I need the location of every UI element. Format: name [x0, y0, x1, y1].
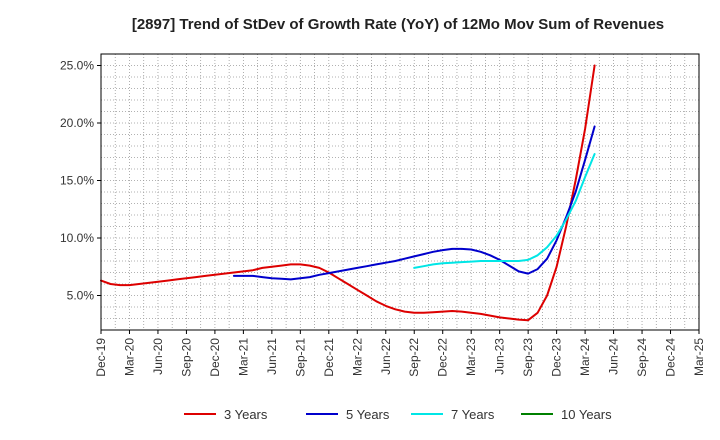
y-tick-label: 15.0%: [60, 174, 94, 188]
x-tick-label: Mar-23: [464, 338, 478, 376]
x-tick-label: Mar-20: [122, 338, 136, 376]
grid-layer: [100, 54, 700, 330]
series-line-5-years: [232, 125, 596, 281]
x-tick-label: Jun-20: [151, 338, 165, 375]
legend-label-10-years: 10 Years: [561, 407, 612, 422]
plot-frame: [100, 53, 700, 331]
chart-title: [2897] Trend of StDev of Growth Rate (Yo…: [132, 16, 664, 33]
x-tick-label: Sep-24: [635, 338, 649, 377]
legend-label-5-years: 5 Years: [346, 407, 390, 422]
series-layer: [100, 64, 596, 322]
x-tick-label: Dec-23: [550, 338, 564, 377]
x-tick-label: Dec-19: [94, 338, 108, 377]
x-tick-label: Mar-25: [692, 338, 706, 376]
x-tick-label: Dec-24: [664, 338, 678, 377]
y-tick-label: 20.0%: [60, 116, 94, 130]
legend-label-7-years: 7 Years: [451, 407, 495, 422]
x-tick-label: Jun-21: [265, 338, 279, 375]
x-tick-label: Sep-22: [407, 338, 421, 377]
y-tick-label: 10.0%: [60, 231, 94, 245]
x-tick-label: Jun-24: [607, 338, 621, 375]
x-tick-label: Mar-22: [350, 338, 364, 376]
x-tick-label: Jun-23: [493, 338, 507, 375]
x-axis-ticks: Dec-19 Mar-20 Jun-20 Sep-20 Dec-20 Mar-21 Jun-…: [94, 330, 706, 377]
legend-label-3-years: 3 Years: [224, 407, 268, 422]
x-tick-label: Mar-24: [578, 338, 592, 376]
series-line-7-years: [413, 153, 596, 269]
x-tick-label: Dec-21: [322, 338, 336, 377]
legend: 3 Years 5 Years 7 Years 10 Years: [184, 407, 612, 422]
x-tick-label: Sep-20: [179, 338, 193, 377]
x-tick-label: Sep-23: [521, 338, 535, 377]
x-tick-label: Mar-21: [236, 338, 250, 376]
y-tick-label: 25.0%: [60, 59, 94, 73]
x-tick-label: Sep-21: [293, 338, 307, 377]
y-axis-ticks: 5.0% 10.0% 15.0% 20.0% 25.0%: [60, 59, 101, 303]
series-line-3-years: [100, 64, 596, 322]
x-tick-label: Dec-20: [208, 338, 222, 377]
y-tick-label: 5.0%: [67, 289, 95, 303]
x-tick-label: Jun-22: [379, 338, 393, 375]
x-tick-label: Dec-22: [436, 338, 450, 377]
